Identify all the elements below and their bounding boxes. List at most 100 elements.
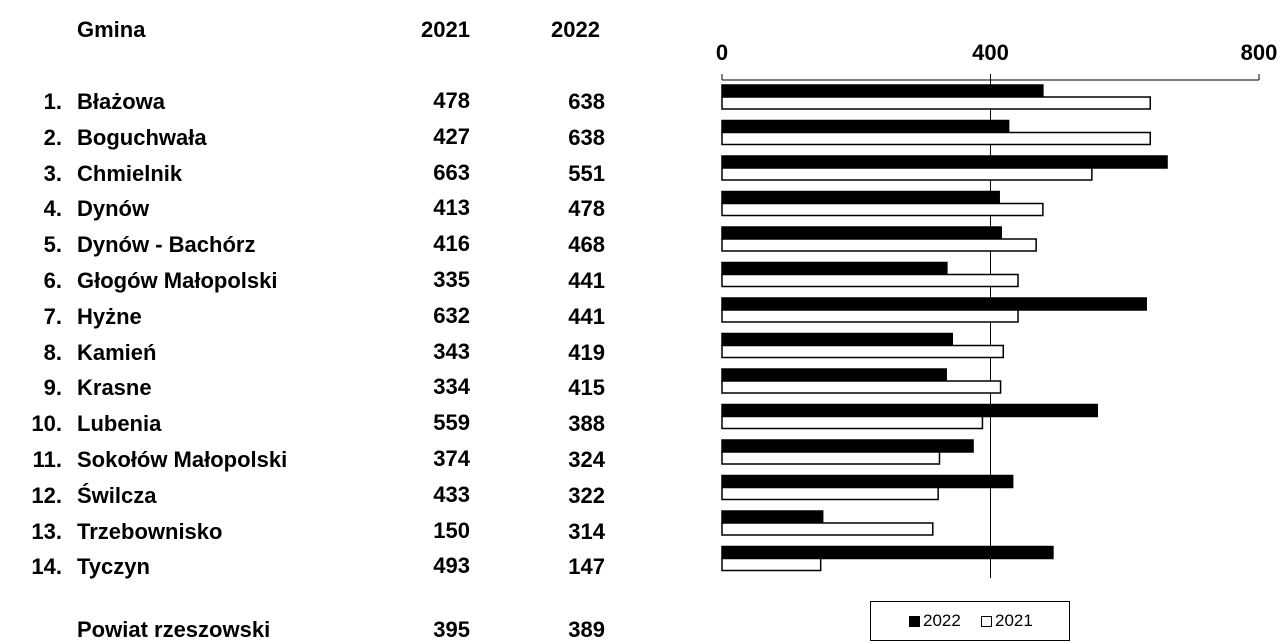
x-tick-label: 400 xyxy=(972,40,1009,65)
row-rank: 8. xyxy=(43,340,62,365)
chart-legend: 2022 2021 xyxy=(870,601,1070,641)
total-2021: 395 xyxy=(433,617,470,642)
row-value-2022: 478 xyxy=(568,196,605,221)
row-rank: 5. xyxy=(43,232,62,257)
bar-2022 xyxy=(721,474,1014,489)
legend-item-2021: 2021 xyxy=(981,611,1033,631)
bar-2021 xyxy=(721,344,1005,359)
row-value-2022: 147 xyxy=(568,554,605,579)
row-value-2021: 663 xyxy=(433,160,470,185)
row-name: Sokołów Małopolski xyxy=(77,447,288,472)
legend-label-2021: 2021 xyxy=(995,611,1033,630)
row-name: Dynów - Bachórz xyxy=(77,232,256,257)
legend-swatch-2022 xyxy=(909,615,920,627)
row-rank: 4. xyxy=(43,196,62,221)
row-name: Tyczyn xyxy=(77,554,150,579)
bar-2022 xyxy=(721,332,953,347)
row-value-2022: 638 xyxy=(568,125,605,150)
bar-2021 xyxy=(721,131,1152,146)
row-name: Lubenia xyxy=(77,411,162,436)
bar-2021 xyxy=(721,522,934,536)
bar-2022 xyxy=(721,190,1000,205)
row-value-2022: 322 xyxy=(568,483,605,508)
row-value-2021: 343 xyxy=(433,339,470,364)
bar-2021 xyxy=(721,415,984,430)
row-value-2022: 551 xyxy=(568,161,605,186)
row-rank: 2. xyxy=(43,125,62,150)
row-name: Kamień xyxy=(77,340,157,365)
row-value-2021: 416 xyxy=(433,231,470,256)
row-name: Świlcza xyxy=(77,483,157,508)
bar-2021 xyxy=(721,451,941,465)
row-name: Błażowa xyxy=(77,89,166,114)
bar-2021 xyxy=(721,238,1037,252)
bar-2021 xyxy=(721,96,1152,110)
row-rank: 1. xyxy=(43,89,62,114)
row-value-2021: 559 xyxy=(433,410,470,435)
row-value-2022: 415 xyxy=(568,375,605,400)
row-value-2021: 427 xyxy=(433,124,470,149)
row-value-2021: 632 xyxy=(433,303,470,328)
bar-2022 xyxy=(721,119,1010,134)
row-value-2022: 388 xyxy=(568,411,605,436)
header-2021: 2021 xyxy=(421,17,470,42)
bar-2022 xyxy=(721,226,1002,240)
row-value-2022: 441 xyxy=(568,304,605,329)
bar-2022 xyxy=(721,261,948,276)
row-rank: 11. xyxy=(32,447,62,472)
legend-item-2022: 2022 xyxy=(909,611,961,631)
row-value-2021: 335 xyxy=(433,267,470,292)
row-value-2021: 493 xyxy=(433,553,470,578)
bar-2022 xyxy=(721,439,974,453)
row-rank: 7. xyxy=(43,304,62,329)
bar-chart: 0 400 800 xyxy=(716,40,1278,578)
row-value-2022: 468 xyxy=(568,232,605,257)
x-tick-label: 800 xyxy=(1241,40,1278,65)
row-name: Chmielnik xyxy=(77,161,183,186)
bar-2021 xyxy=(721,273,1019,288)
x-tick-label: 0 xyxy=(716,40,728,65)
row-value-2021: 150 xyxy=(433,518,470,543)
row-rank: 6. xyxy=(43,268,62,293)
header-2022: 2022 xyxy=(551,17,600,42)
row-name: Boguchwała xyxy=(77,125,207,150)
bar-2022 xyxy=(721,510,824,524)
row-rank: 12. xyxy=(31,483,62,508)
bar-2022 xyxy=(721,545,1054,560)
total-name: Powiat rzeszowski xyxy=(77,617,271,642)
bar-2021 xyxy=(721,486,939,501)
row-name: Trzebownisko xyxy=(77,519,223,544)
row-value-2021: 478 xyxy=(433,88,470,113)
row-rank: 9. xyxy=(43,375,62,400)
row-value-2021: 334 xyxy=(433,374,470,399)
bar-2021 xyxy=(721,557,822,572)
row-rank: 14. xyxy=(31,554,62,579)
row-value-2022: 441 xyxy=(568,268,605,293)
row-rank: 10. xyxy=(31,411,62,436)
bar-2021 xyxy=(721,309,1019,323)
row-rank: 3. xyxy=(43,161,62,186)
bar-2022 xyxy=(721,403,1098,418)
legend-label-2022: 2022 xyxy=(923,611,961,630)
bar-2022 xyxy=(721,155,1168,169)
row-name: Hyżne xyxy=(77,304,142,329)
row-value-2021: 433 xyxy=(433,482,470,507)
row-value-2022: 314 xyxy=(568,519,605,544)
row-value-2022: 419 xyxy=(568,340,605,365)
row-name: Głogów Małopolski xyxy=(77,268,278,293)
row-value-2022: 638 xyxy=(568,89,605,114)
bar-2021 xyxy=(721,167,1093,181)
total-2022: 389 xyxy=(568,617,605,642)
row-name: Krasne xyxy=(77,375,152,400)
bar-2022 xyxy=(721,84,1044,98)
row-value-2021: 374 xyxy=(433,446,470,471)
header-gmina: Gmina xyxy=(77,17,146,42)
bar-2021 xyxy=(721,202,1044,217)
row-value-2021: 413 xyxy=(433,195,470,220)
row-rank: 13. xyxy=(31,519,62,544)
bar-2022 xyxy=(721,368,947,382)
bar-2022 xyxy=(721,297,1147,311)
row-name: Dynów xyxy=(77,196,150,221)
legend-swatch-2021 xyxy=(981,615,992,627)
row-value-2022: 324 xyxy=(568,447,605,472)
